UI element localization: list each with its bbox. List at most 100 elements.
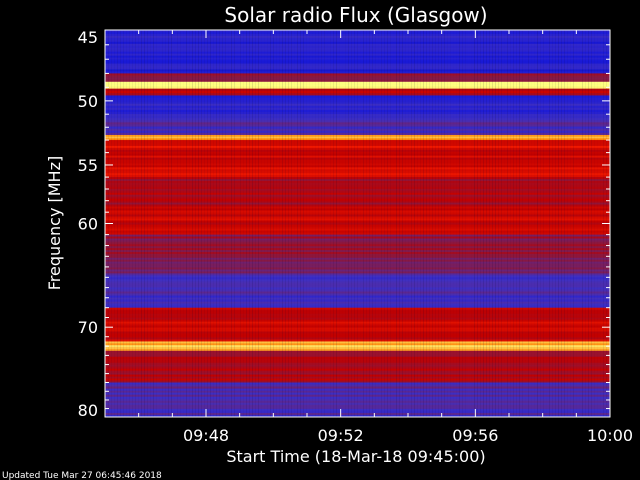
heatmap-time-streak <box>318 30 319 417</box>
heatmap-time-streak <box>267 30 268 417</box>
heatmap-band-row <box>105 159 610 162</box>
heatmap-time-streak <box>447 30 448 417</box>
heatmap-time-streak <box>117 30 118 417</box>
heatmap-band-row <box>105 297 610 300</box>
heatmap-time-streak <box>429 30 430 417</box>
heatmap-band-row <box>105 122 610 125</box>
heatmap-band-row <box>105 305 610 309</box>
heatmap-band-row <box>105 404 610 408</box>
heatmap-band-row <box>105 313 610 317</box>
heatmap-time-streak <box>279 30 280 417</box>
heatmap-band-row <box>105 301 610 305</box>
heatmap-time-streak <box>516 30 517 417</box>
heatmap-band-row <box>105 279 610 282</box>
heatmap-band-row <box>105 175 610 178</box>
heatmap-time-streak <box>564 30 565 417</box>
heatmap-time-streak <box>141 30 142 417</box>
heatmap-band-row <box>105 277 610 280</box>
heatmap-band-row <box>105 251 610 255</box>
heatmap-time-streak <box>462 30 463 417</box>
heatmap-band-row <box>105 275 610 278</box>
heatmap-band-row <box>105 356 610 360</box>
heatmap-time-streak <box>513 30 514 417</box>
heatmap-time-streak <box>573 30 574 417</box>
heatmap-time-streak <box>342 30 343 417</box>
heatmap-band-row <box>105 392 610 396</box>
heatmap-band-row <box>105 408 610 412</box>
heatmap-band-row <box>105 390 610 394</box>
heatmap-band-row <box>105 398 610 402</box>
heatmap-time-streak <box>225 30 226 417</box>
heatmap-time-streak <box>570 30 571 417</box>
heatmap-band-row <box>105 345 610 348</box>
heatmap-time-streak <box>381 30 382 417</box>
heatmap-band-row <box>105 250 610 253</box>
heatmap-band-row <box>105 343 610 346</box>
heatmap-time-streak <box>198 30 199 417</box>
heatmap-band-row <box>105 88 610 92</box>
heatmap-band-row <box>105 396 610 400</box>
heatmap-time-streak <box>459 30 460 417</box>
heatmap-band-row <box>105 61 610 64</box>
heatmap-time-streak <box>480 30 481 417</box>
heatmap-time-streak <box>147 30 148 417</box>
heatmap-band-row <box>105 45 610 49</box>
heatmap-band-row <box>105 354 610 358</box>
heatmap-band-row <box>105 412 610 416</box>
heatmap-time-streak <box>594 30 595 417</box>
heatmap-time-streak <box>255 30 256 417</box>
heatmap-time-streak <box>180 30 181 417</box>
heatmap-time-streak <box>210 30 211 417</box>
heatmap-band-row <box>105 366 610 370</box>
heatmap-time-streak <box>159 30 160 417</box>
heatmap-band-row <box>105 271 610 274</box>
heatmap-time-streak <box>285 30 286 417</box>
heatmap-band-row <box>105 65 610 68</box>
heatmap-time-streak <box>549 30 550 417</box>
heatmap-band-row <box>105 188 610 192</box>
heatmap-band-row <box>105 204 610 207</box>
heatmap-band-row <box>105 75 610 78</box>
heatmap-band-row <box>105 79 610 83</box>
heatmap-time-streak <box>555 30 556 417</box>
heatmap-time-streak <box>153 30 154 417</box>
heatmap-time-streak <box>450 30 451 417</box>
heatmap-band-row <box>105 51 610 55</box>
heatmap-time-streak <box>504 30 505 417</box>
heatmap-band-row <box>105 259 610 263</box>
heatmap-time-streak <box>162 30 163 417</box>
heatmap-time-streak <box>222 30 223 417</box>
y-tick-label: 50 <box>78 92 98 111</box>
heatmap-time-streak <box>579 30 580 417</box>
heatmap-band-row <box>105 179 610 182</box>
heatmap-band-row <box>105 337 610 340</box>
heatmap-band-row <box>105 216 610 219</box>
heatmap-band-row <box>105 228 610 231</box>
heatmap-band-row <box>105 145 610 149</box>
heatmap-time-streak <box>471 30 472 417</box>
heatmap-band-row <box>105 248 610 251</box>
heatmap-time-streak <box>510 30 511 417</box>
heatmap-time-streak <box>543 30 544 417</box>
heatmap-band-row <box>105 378 610 381</box>
heatmap-time-streak <box>354 30 355 417</box>
x-tick-label: 09:48 <box>183 426 229 445</box>
heatmap-band-row <box>105 362 610 366</box>
heatmap-time-streak <box>348 30 349 417</box>
heatmap-time-streak <box>261 30 262 417</box>
heatmap-time-streak <box>129 30 130 417</box>
heatmap-band-row <box>105 55 610 59</box>
heatmap-band-row <box>105 190 610 194</box>
heatmap-band-row <box>105 163 610 166</box>
heatmap-time-streak <box>426 30 427 417</box>
heatmap-band-row <box>105 352 610 356</box>
heatmap-time-streak <box>291 30 292 417</box>
heatmap-band-row <box>105 157 610 160</box>
heatmap-time-streak <box>588 30 589 417</box>
heatmap-band-row <box>105 171 610 174</box>
heatmap-band-row <box>105 107 610 111</box>
heatmap-time-streak <box>432 30 433 417</box>
heatmap-time-streak <box>420 30 421 417</box>
heatmap-band-row <box>105 246 610 249</box>
